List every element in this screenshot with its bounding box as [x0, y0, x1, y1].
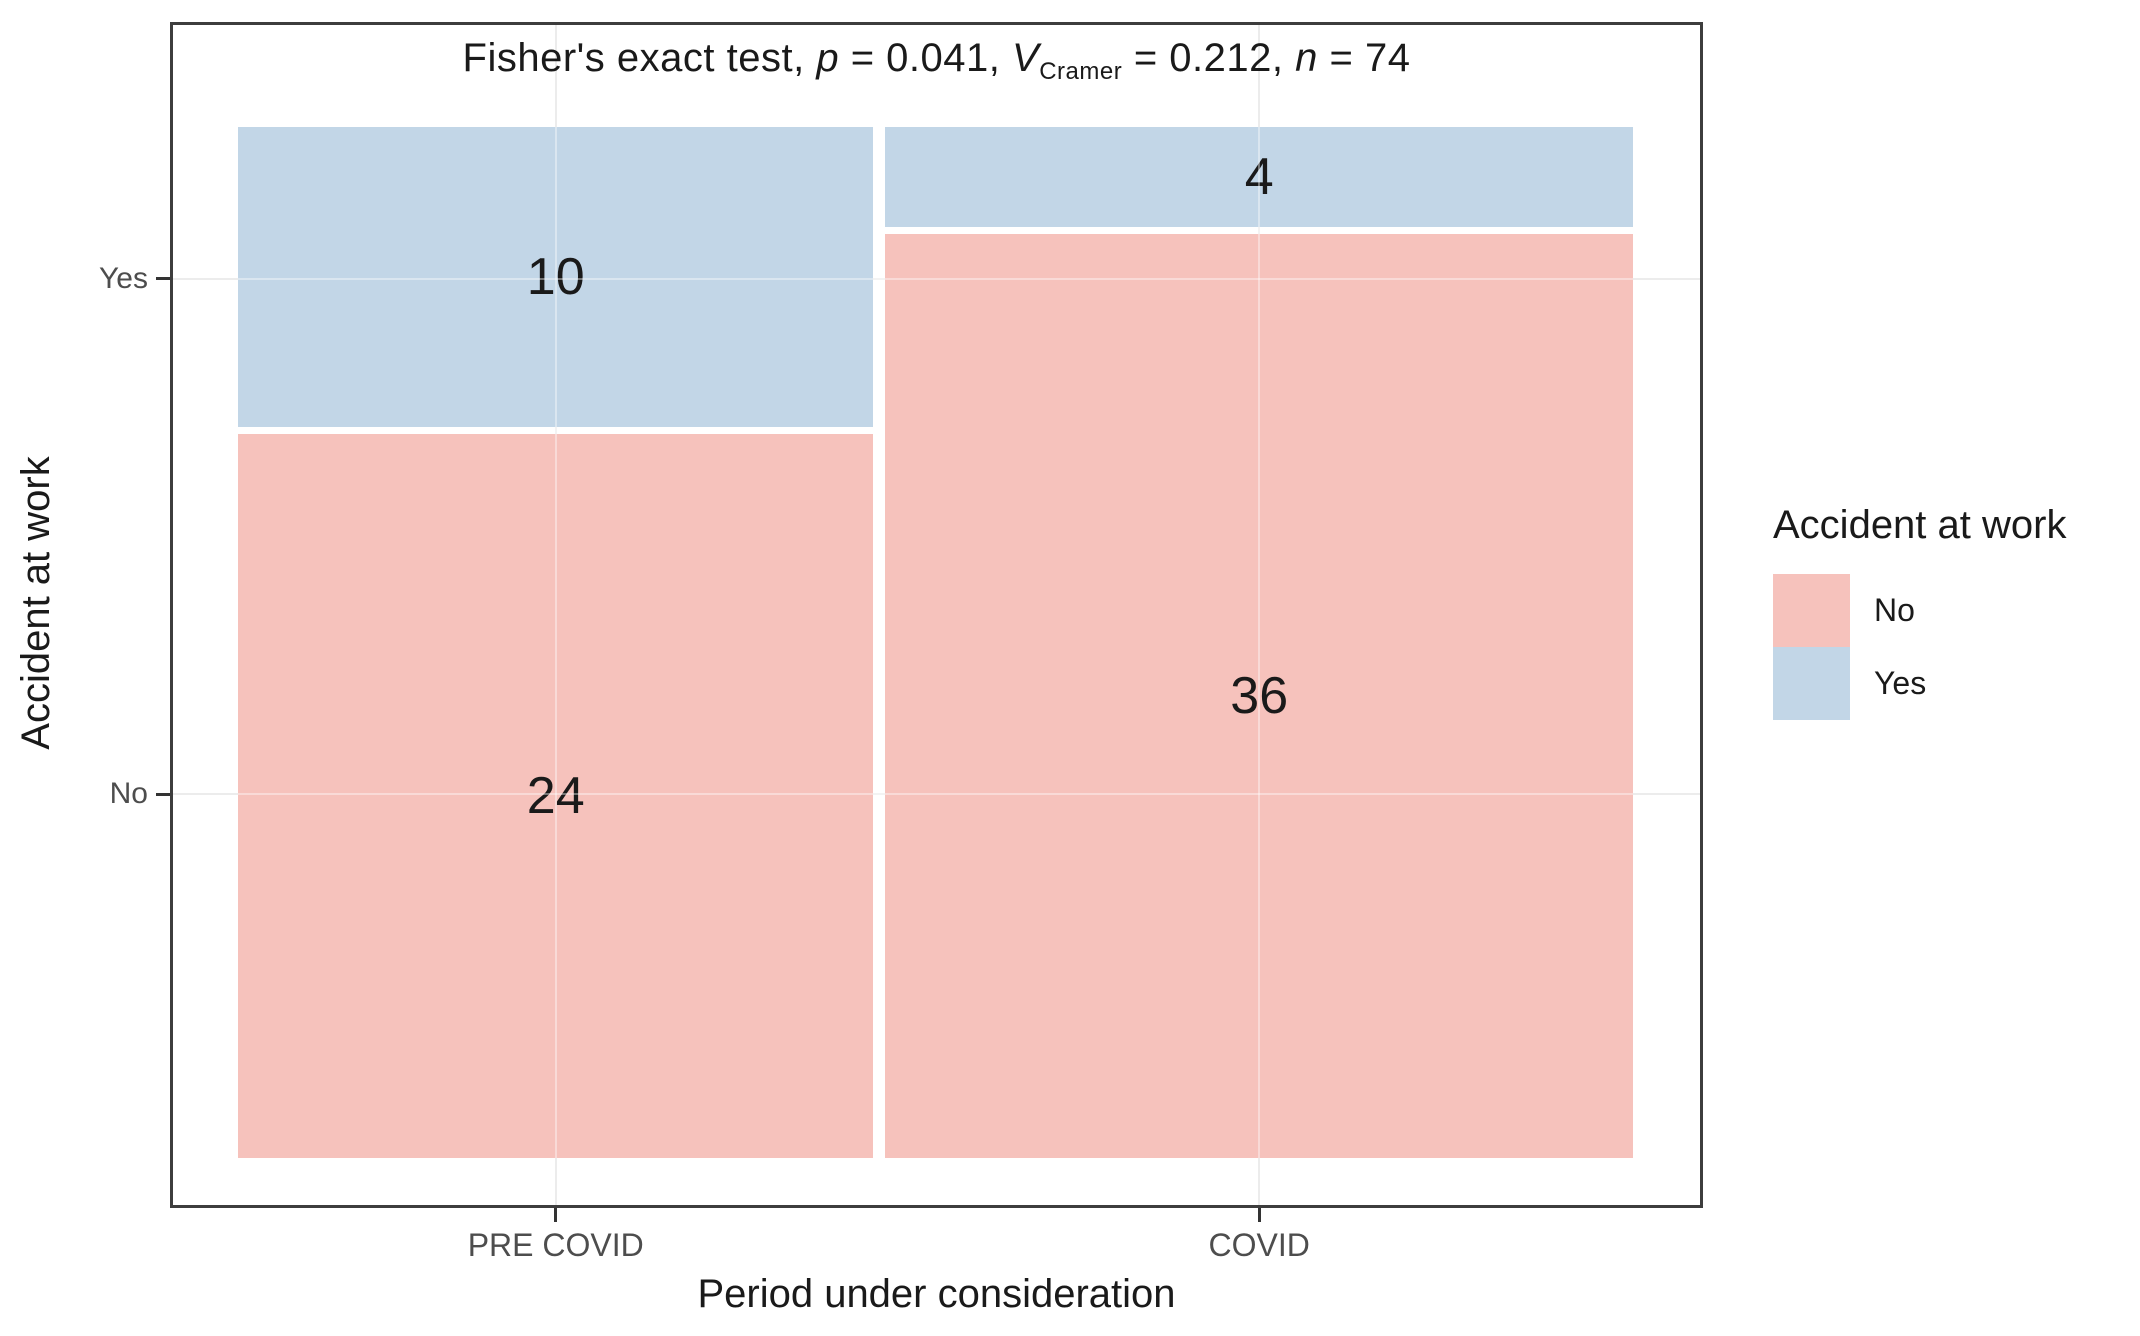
segment-count-label: 10 — [526, 247, 585, 306]
mosaic-segment-covid-no: 36 — [885, 233, 1633, 1158]
y-axis-tick-label: No — [109, 777, 148, 811]
x-axis-tick-label: COVID — [1208, 1227, 1310, 1263]
y-axis-tick — [156, 792, 170, 796]
legend-title: Accident at work — [1773, 503, 2067, 547]
plot-title-part: p — [816, 36, 840, 80]
plot-panel-border — [170, 22, 1703, 1208]
x-axis-tick-label: PRE COVID — [467, 1227, 644, 1263]
legend-entry-yes: Yes — [1773, 647, 2140, 720]
legend: Accident at work No Yes — [1773, 503, 2140, 720]
plot-title-part: Fisher's exact test, — [462, 36, 817, 80]
y-axis-title: Accident at work — [14, 456, 58, 750]
vertical-gridline-overlay — [1258, 127, 1261, 1158]
horizontal-gridline-overlay — [238, 793, 1633, 796]
segment-count-label: 4 — [1244, 147, 1274, 206]
y-axis-tick — [156, 277, 170, 281]
x-axis-tick — [1257, 1208, 1261, 1222]
y-axis-tick-label: Yes — [99, 261, 148, 295]
vertical-gridline-overlay — [554, 127, 557, 1158]
plot-title: Fisher's exact test, p = 0.041, VCramer … — [170, 36, 1703, 86]
x-axis-tick — [554, 1208, 558, 1222]
mosaic-segment-covid-yes: 4 — [885, 127, 1633, 227]
legend-swatch-yes — [1773, 647, 1850, 720]
legend-entry-no: No — [1773, 574, 2140, 647]
mosaic-segment-pre-covid-no: 24 — [238, 433, 874, 1158]
plot-title-part: Cramer — [1039, 58, 1123, 85]
segment-count-label: 36 — [1230, 666, 1289, 725]
horizontal-gridline-overlay — [238, 277, 1633, 280]
segment-count-label: 24 — [526, 766, 585, 825]
legend-swatch-no — [1773, 574, 1850, 647]
plot-title-part: = 74 — [1317, 36, 1411, 80]
plot-title-part: V — [1012, 36, 1040, 80]
legend-label: Yes — [1874, 665, 1927, 701]
plot-title-part: = 0.041, — [839, 36, 1013, 80]
plot-title-part: = 0.212, — [1122, 36, 1296, 80]
mosaic-segment-pre-covid-yes: 10 — [238, 127, 874, 427]
legend-entries: No Yes — [1773, 574, 2140, 720]
legend-label: No — [1874, 592, 1915, 628]
plot-title-part: n — [1295, 36, 1318, 80]
x-axis-title: Period under consideration — [697, 1272, 1176, 1316]
